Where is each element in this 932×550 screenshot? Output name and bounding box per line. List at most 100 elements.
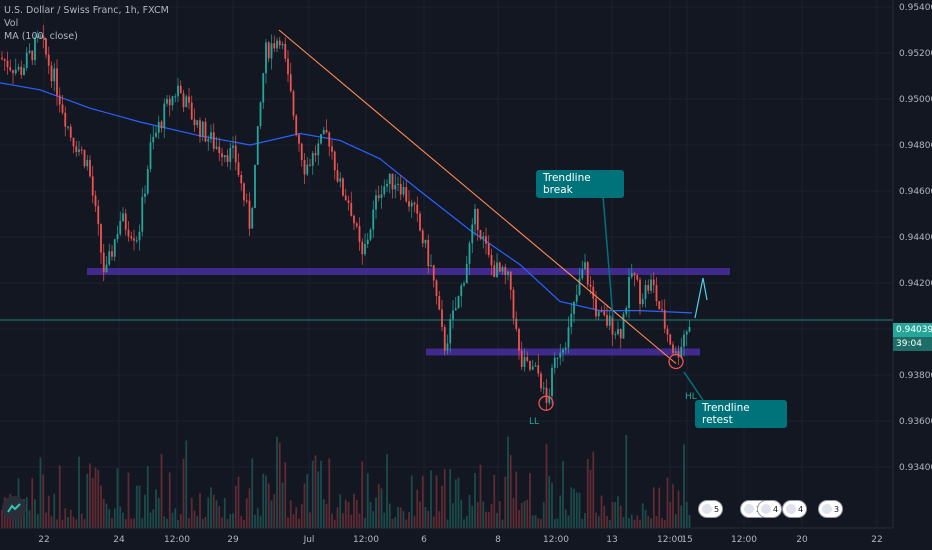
candle-body [641, 299, 644, 305]
candle-body [531, 366, 534, 370]
candle-body [50, 65, 53, 82]
volume-bar [287, 517, 289, 528]
candle-body [386, 183, 388, 187]
grid [0, 0, 893, 528]
candle-body [655, 285, 658, 302]
volume-bar [166, 518, 168, 528]
candle-body [265, 42, 267, 74]
volume-bar [358, 513, 361, 528]
tradingview-logo-icon[interactable] [2, 496, 26, 520]
symbol-title[interactable]: U.S. Dollar / Swiss Franc, 1h, FXCM [4, 5, 169, 16]
candle-body [336, 170, 339, 182]
candle-body [130, 236, 133, 239]
volume-bar [545, 443, 548, 528]
volume-bar [507, 436, 509, 528]
x-tick-label: 29 [227, 535, 239, 545]
candle-body [350, 203, 353, 216]
candle-body [413, 202, 416, 205]
volume-bar [157, 497, 160, 528]
candle-body [243, 183, 245, 201]
volume-bar [366, 473, 369, 528]
candle-body [91, 176, 94, 196]
volume-bar [493, 474, 496, 528]
candle-body [457, 296, 460, 309]
candle-body [633, 273, 636, 276]
event-marker[interactable]: 5 [698, 500, 724, 518]
volume-bar [666, 477, 669, 528]
volume-bar [361, 461, 364, 528]
volume-bar [146, 465, 149, 528]
projection-path [694, 277, 708, 319]
event-marker[interactable]: 4 [782, 500, 808, 518]
candle-body [108, 251, 111, 265]
volume-bar [276, 436, 278, 528]
candle-body [553, 357, 556, 368]
candle-body [586, 262, 589, 285]
candle-body [353, 215, 355, 224]
candle-body [270, 43, 273, 59]
candle-body [394, 184, 397, 190]
volume-bar [663, 519, 666, 528]
volume-bar [399, 507, 402, 528]
volume-bar [658, 487, 661, 528]
volume-bar [419, 501, 421, 528]
candle-body [23, 68, 25, 75]
candle-body [430, 265, 432, 267]
volume-bar [388, 503, 391, 528]
volume-bar [108, 509, 111, 528]
volume-bar [350, 514, 353, 528]
candle-body [630, 273, 633, 277]
volume-bar [160, 453, 163, 528]
volume-bar [452, 503, 454, 528]
volume-bar [485, 511, 487, 528]
volume-bar [636, 515, 639, 528]
volume-bar [614, 501, 617, 528]
x-tick-label: 22 [871, 535, 882, 545]
candle-body [221, 153, 223, 158]
candle-body [672, 344, 674, 354]
candle-body [289, 74, 292, 92]
candle-body [419, 213, 421, 231]
volume-bar [446, 519, 449, 528]
volume-bar [240, 516, 243, 528]
current-price-tag: 0.94039 [893, 323, 932, 337]
volume-bar [515, 471, 518, 528]
candle-body [45, 38, 47, 55]
volume-bar [454, 479, 457, 528]
candle-body [314, 153, 317, 156]
volume-bar [69, 509, 72, 528]
candle-body [212, 132, 215, 149]
candle-body [529, 360, 531, 370]
volume-bar [155, 489, 157, 528]
candle-body [127, 229, 130, 237]
candle-body [377, 195, 380, 199]
volume-bar [303, 483, 306, 528]
volume-bar [600, 495, 603, 528]
volume-bar [465, 516, 468, 528]
ma-label[interactable]: MA (100, close) [4, 31, 78, 42]
volume-bar [133, 518, 135, 528]
x-tick-label: 15 [681, 535, 692, 545]
event-marker[interactable]: 3 [818, 500, 844, 518]
volume-bar [72, 516, 75, 528]
candle-body [72, 137, 75, 147]
candle-body [179, 85, 182, 94]
volume-bar [468, 494, 471, 528]
candle-body [548, 396, 551, 403]
volume-bar [504, 476, 507, 528]
candle-body [166, 98, 168, 104]
candle-body [361, 241, 364, 255]
event-marker[interactable]: 4 [757, 500, 783, 518]
volume-label[interactable]: Vol [4, 18, 19, 29]
candle-body [138, 231, 141, 241]
candle-body [402, 187, 405, 195]
volume-bar [438, 511, 441, 528]
volume-bar [424, 507, 427, 528]
volume-bar [355, 499, 358, 528]
candle-body [259, 102, 262, 127]
candle-body [592, 286, 595, 299]
candle-body [58, 95, 61, 105]
volume-bar [325, 503, 328, 528]
